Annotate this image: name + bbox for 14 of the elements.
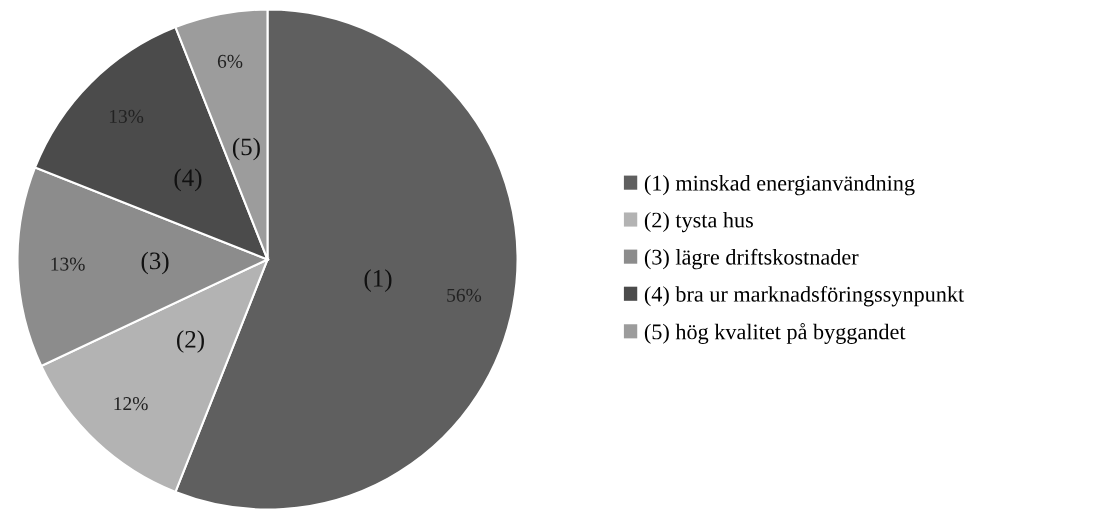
legend-label: (5) hög kvalitet på byggandet [644,323,906,344]
text: (4) [174,168,202,192]
legend-label: (4) bra ur marknadsföringssynpunkt [644,285,965,307]
text: (2) [177,330,204,353]
data-label: 56% [447,288,482,302]
text: (1) [364,269,392,292]
text: (5) [232,137,260,161]
data-label: 12% [114,397,148,411]
legend-label: (3) lägre driftskostnader [644,248,859,270]
legend-label: (2) tysta hus [644,211,753,233]
data-label: 13% [51,257,85,271]
text: (3) [141,251,169,275]
data-label: 6% [217,54,243,68]
legend-label: (1) minskad energianvändning [644,175,915,196]
